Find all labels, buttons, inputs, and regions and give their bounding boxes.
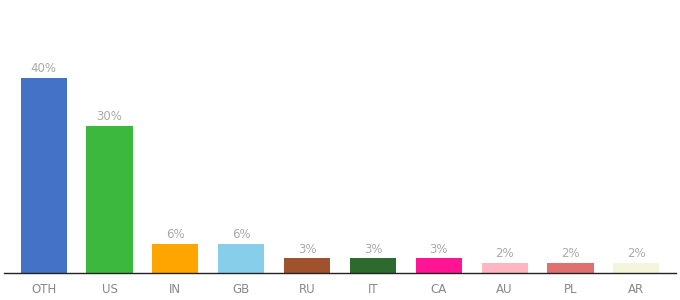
Text: 6%: 6% — [232, 228, 250, 241]
Bar — [481, 263, 528, 273]
Bar — [20, 77, 67, 273]
Bar — [350, 258, 396, 273]
Text: 3%: 3% — [430, 242, 448, 256]
Text: 6%: 6% — [166, 228, 185, 241]
Bar — [284, 258, 330, 273]
Text: 40%: 40% — [31, 61, 56, 75]
Text: 30%: 30% — [97, 110, 122, 124]
Bar — [613, 263, 660, 273]
Bar — [218, 244, 265, 273]
Bar — [547, 263, 594, 273]
Text: 2%: 2% — [495, 248, 514, 260]
Text: 2%: 2% — [627, 248, 645, 260]
Bar — [86, 126, 133, 273]
Text: 3%: 3% — [364, 242, 382, 256]
Bar — [152, 244, 199, 273]
Text: 2%: 2% — [561, 248, 580, 260]
Text: 3%: 3% — [298, 242, 316, 256]
Bar — [415, 258, 462, 273]
